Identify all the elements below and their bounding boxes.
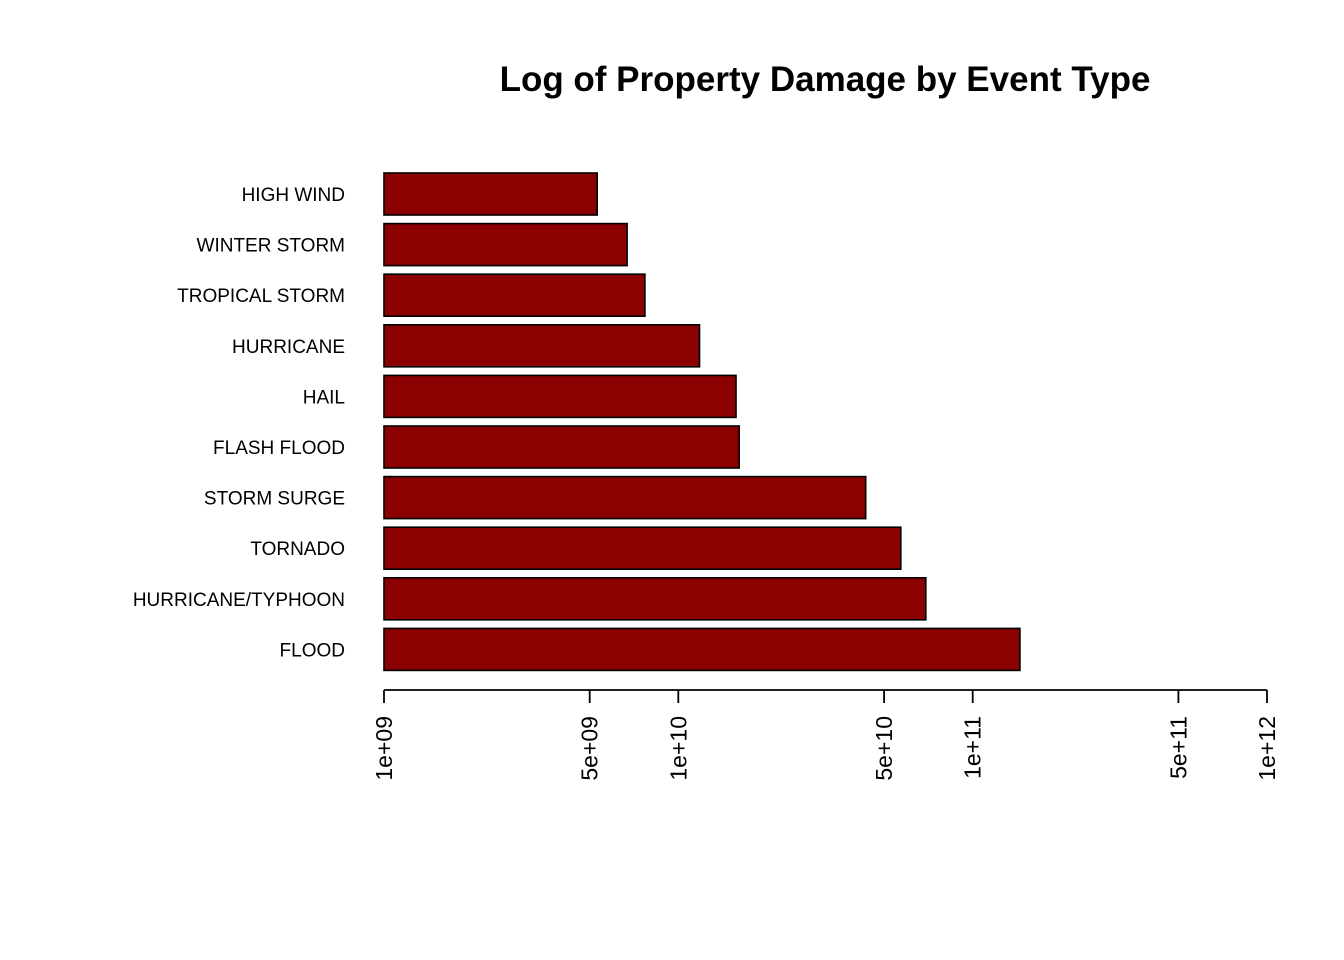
bar-hurricane-typhoon bbox=[383, 576, 927, 621]
category-label-tropical-storm: TROPICAL STORM bbox=[177, 286, 345, 307]
bar-winter-storm bbox=[383, 222, 628, 267]
x-tick-label-5e-09: 5e+09 bbox=[577, 716, 603, 781]
bar-flash-flood bbox=[383, 425, 741, 469]
category-label-hurricane: HURRICANE bbox=[232, 337, 345, 358]
category-label-hail: HAIL bbox=[303, 387, 345, 408]
bar-hurricane bbox=[383, 323, 701, 368]
bar-hail bbox=[383, 374, 737, 419]
x-tick-label-1e-09: 1e+09 bbox=[371, 716, 397, 781]
category-label-tornado: TORNADO bbox=[250, 539, 345, 560]
bar-flood bbox=[383, 627, 1021, 672]
category-labels: HIGH WIND WINTER STORM TROPICAL STORM HURRI… bbox=[133, 185, 345, 661]
category-label-flood: FLOOD bbox=[280, 640, 345, 661]
category-label-hurricane-typhoon: HURRICANE/TYPHOON bbox=[133, 590, 345, 611]
x-tick-label-5e-10: 5e+10 bbox=[871, 716, 897, 781]
bar-storm-surge bbox=[383, 475, 867, 520]
x-axis: 1e+09 5e+09 1e+10 5e+10 1e+11 5e+11 1e+12 bbox=[371, 689, 1280, 781]
x-tick-label-1e-12: 1e+12 bbox=[1254, 716, 1280, 781]
category-label-winter-storm: WINTER STORM bbox=[197, 236, 345, 257]
bar-high-wind bbox=[383, 172, 598, 216]
category-label-storm-surge: STORM SURGE bbox=[204, 489, 345, 510]
chart-title: Log of Property Damage by Event Type bbox=[500, 60, 1151, 99]
x-tick-label-5e-11: 5e+11 bbox=[1165, 716, 1191, 779]
x-tick-label-1e-11: 1e+11 bbox=[960, 716, 986, 779]
bar-tornado bbox=[383, 526, 902, 571]
category-label-flash-flood: FLASH FLOOD bbox=[213, 438, 345, 459]
bar-tropical-storm bbox=[383, 273, 646, 318]
x-tick-label-1e-10: 1e+10 bbox=[665, 716, 691, 781]
bars-group bbox=[383, 172, 1021, 672]
category-label-high-wind: HIGH WIND bbox=[242, 185, 345, 206]
